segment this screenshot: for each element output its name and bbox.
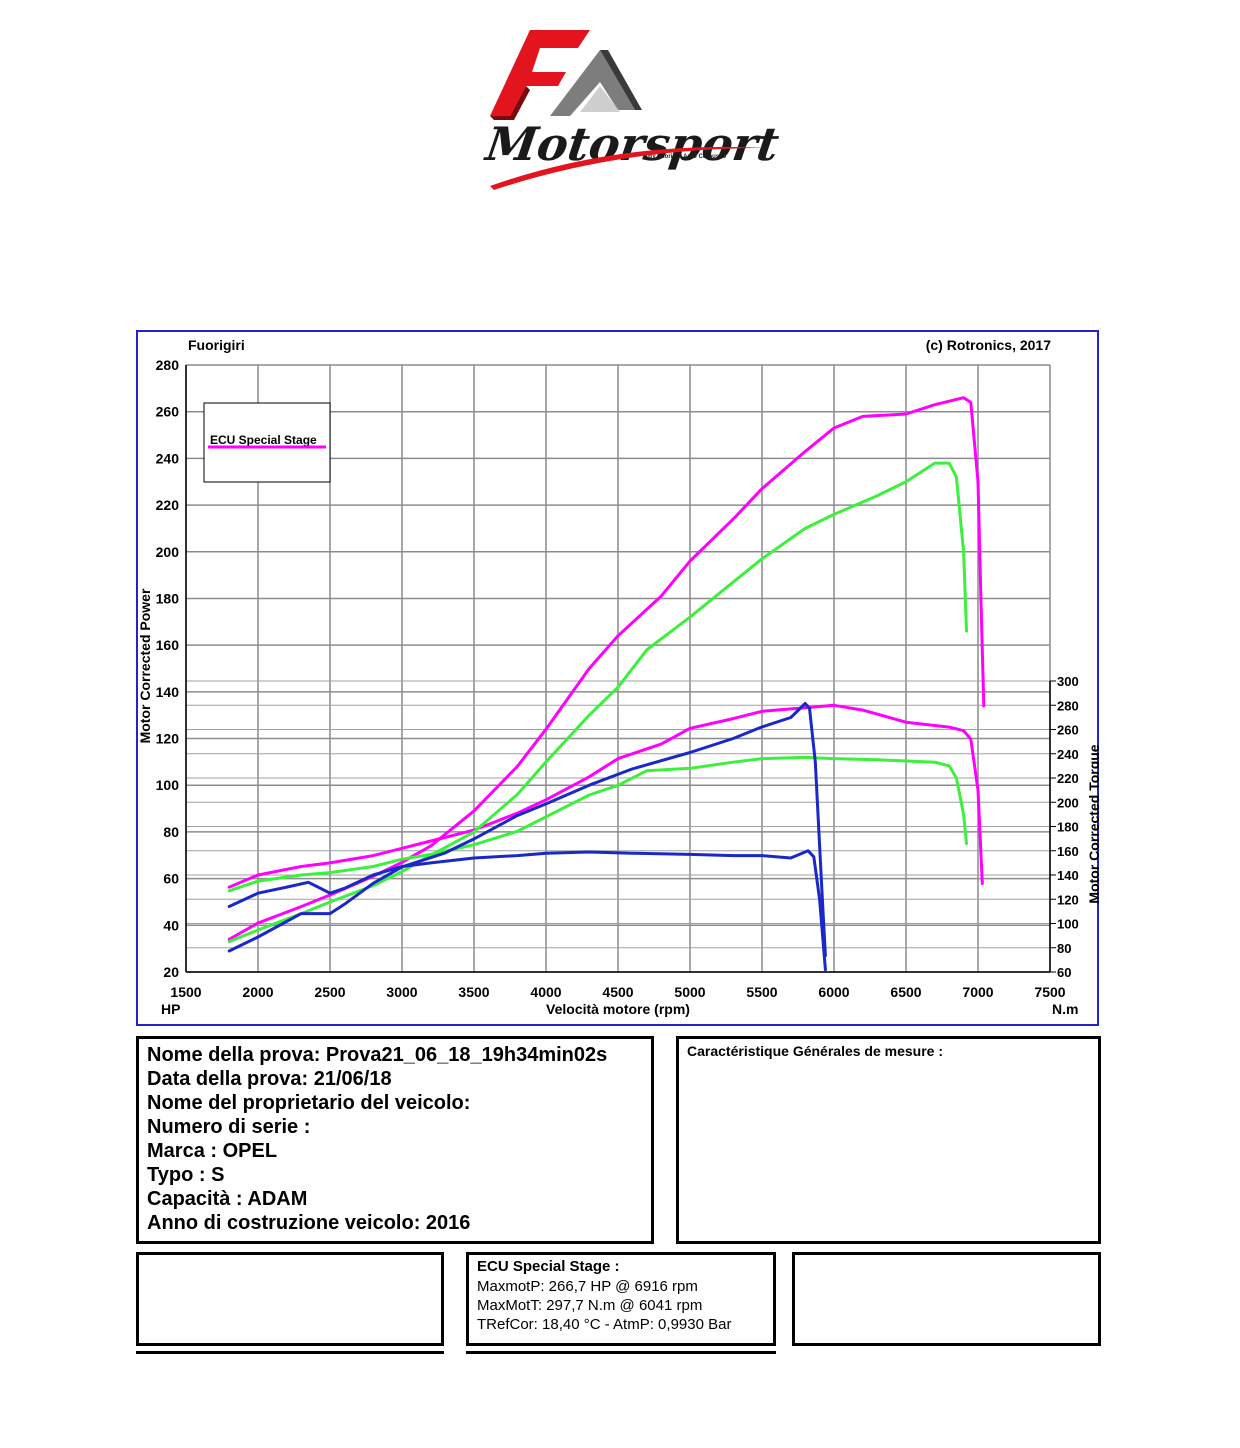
- y-right-tick-label: 220: [1057, 771, 1079, 786]
- x-tick-label: 6000: [818, 984, 849, 1000]
- y-left-tick-label: 140: [156, 684, 180, 700]
- x-tick-label: 3000: [386, 984, 417, 1000]
- y-left-tick-label: 100: [156, 777, 180, 793]
- caracteristique-box: Caractéristique Générales de mesure :: [676, 1036, 1101, 1244]
- y-left-tick-label: 220: [156, 497, 180, 513]
- x-axis-label: Velocità motore (rpm): [546, 1001, 690, 1017]
- y-right-tick-label: 280: [1057, 698, 1079, 713]
- legend-label: ECU Special Stage: [210, 433, 317, 447]
- chart-axes: 1500 2000 2500 3000 3500 4000 4500 5000 5500 6000…: [156, 357, 1079, 1000]
- caracteristique-title: Caractéristique Générales de mesure :: [687, 1043, 944, 1059]
- info-line-test-date: Data della prova: 21/06/18: [147, 1068, 392, 1090]
- fa-motorsport-logo: Motorsport By Fuorigiri Auto Cernusco: [481, 30, 780, 190]
- x-tick-label: 2500: [314, 984, 345, 1000]
- series-line-torque-5: [227, 849, 827, 972]
- x-tick-label: 5000: [674, 984, 705, 1000]
- y-right-tick-label: 200: [1057, 795, 1079, 810]
- series-line-torque-3: [227, 755, 968, 893]
- y-left-axis-label: Motor Corrected Power: [137, 588, 153, 743]
- y-left-tick-label: 280: [156, 357, 180, 373]
- x-tick-label: 3500: [458, 984, 489, 1000]
- x-tick-label: 4500: [602, 984, 633, 1000]
- x-tick-label: 2000: [242, 984, 273, 1000]
- y-right-tick-label: 120: [1057, 892, 1079, 907]
- y-left-unit: HP: [161, 1001, 180, 1017]
- info-line-type: Typo : S: [147, 1164, 225, 1186]
- y-left-tick-label: 200: [156, 544, 180, 560]
- ecu-results-box: ECU Special Stage : MaxmotP: 266,7 HP @ …: [466, 1252, 776, 1346]
- y-right-tick-label: 160: [1057, 844, 1079, 859]
- y-left-tick-label: 40: [163, 917, 179, 933]
- ecu-max-power: MaxmotP: 266,7 HP @ 6916 rpm: [477, 1278, 698, 1295]
- dyno-chart: Fuorigiri (c) Rotronics, 2017 1500 2000 25…: [137, 337, 1099, 1017]
- logo-swoosh: [490, 146, 766, 190]
- info-line-capacity: Capacità : ADAM: [147, 1188, 308, 1210]
- underline-left: [136, 1351, 444, 1354]
- y-left-tick-label: 180: [156, 590, 180, 606]
- y-right-tick-label: 80: [1057, 941, 1071, 956]
- y-left-tick-label: 120: [156, 731, 180, 747]
- series-line-power-0: [227, 396, 986, 941]
- y-right-tick-label: 300: [1057, 674, 1079, 689]
- info-line-owner: Nome del proprietario del veicolo:: [147, 1092, 471, 1114]
- y-right-tick-label: 60: [1057, 965, 1071, 980]
- y-right-tick-label: 180: [1057, 820, 1079, 835]
- chart-header-left: Fuorigiri: [188, 337, 245, 353]
- ecu-results-title: ECU Special Stage :: [477, 1258, 620, 1275]
- y-left-tick-label: 20: [163, 964, 179, 980]
- chart-header-right: (c) Rotronics, 2017: [926, 337, 1051, 353]
- info-line-brand: Marca : OPEL: [147, 1140, 278, 1162]
- legend-box: [203, 402, 331, 483]
- x-tick-label: 1500: [170, 984, 201, 1000]
- series-line-torque-1: [227, 703, 984, 889]
- x-tick-label: 7000: [962, 984, 993, 1000]
- series-line-power-4: [227, 702, 827, 958]
- info-line-serial: Numero di serie :: [147, 1116, 311, 1138]
- x-tick-label: 6500: [890, 984, 921, 1000]
- empty-box-right: [792, 1252, 1101, 1346]
- y-left-tick-label: 240: [156, 450, 180, 466]
- x-tick-label: 7500: [1034, 984, 1065, 1000]
- ecu-ref-conditions: TRefCor: 18,40 °C - AtmP: 0,9930 Bar: [477, 1316, 732, 1333]
- info-line-test-name: Nome della prova: Prova21_06_18_19h34min…: [147, 1044, 608, 1066]
- y-left-tick-label: 60: [163, 871, 179, 887]
- underline-middle: [466, 1351, 776, 1354]
- chart-frame: [136, 330, 1099, 1026]
- series-line-power-2: [227, 461, 968, 944]
- y-right-tick-label: 240: [1057, 747, 1079, 762]
- x-tick-label: 5500: [746, 984, 777, 1000]
- logo-f-mark: [490, 30, 590, 120]
- chart-series: [227, 396, 986, 972]
- logo-sub-text: By Fuorigiri Auto Cernusco: [648, 154, 726, 160]
- logo-a-mark: [550, 50, 642, 116]
- ecu-max-torque: MaxMotT: 297,7 N.m @ 6041 rpm: [477, 1297, 703, 1314]
- logo-brand-text: Motorsport: [481, 117, 780, 171]
- empty-box-left: [136, 1252, 444, 1346]
- y-left-tick-label: 80: [163, 824, 179, 840]
- x-tick-label: 4000: [530, 984, 561, 1000]
- chart-legend: ECU Special Stage: [203, 402, 331, 483]
- y-left-tick-label: 260: [156, 404, 180, 420]
- test-info-box: Nome della prova: Prova21_06_18_19h34min…: [136, 1036, 654, 1244]
- y-right-axis-label: Motor Corrected Torque: [1086, 744, 1099, 903]
- info-line-year: Anno di costruzione veicolo: 2016: [147, 1212, 471, 1234]
- y-left-tick-label: 160: [156, 637, 180, 653]
- y-right-tick-label: 100: [1057, 917, 1079, 932]
- y-right-unit: N.m: [1052, 1001, 1078, 1017]
- y-right-tick-label: 260: [1057, 723, 1079, 738]
- y-right-tick-label: 140: [1057, 868, 1079, 883]
